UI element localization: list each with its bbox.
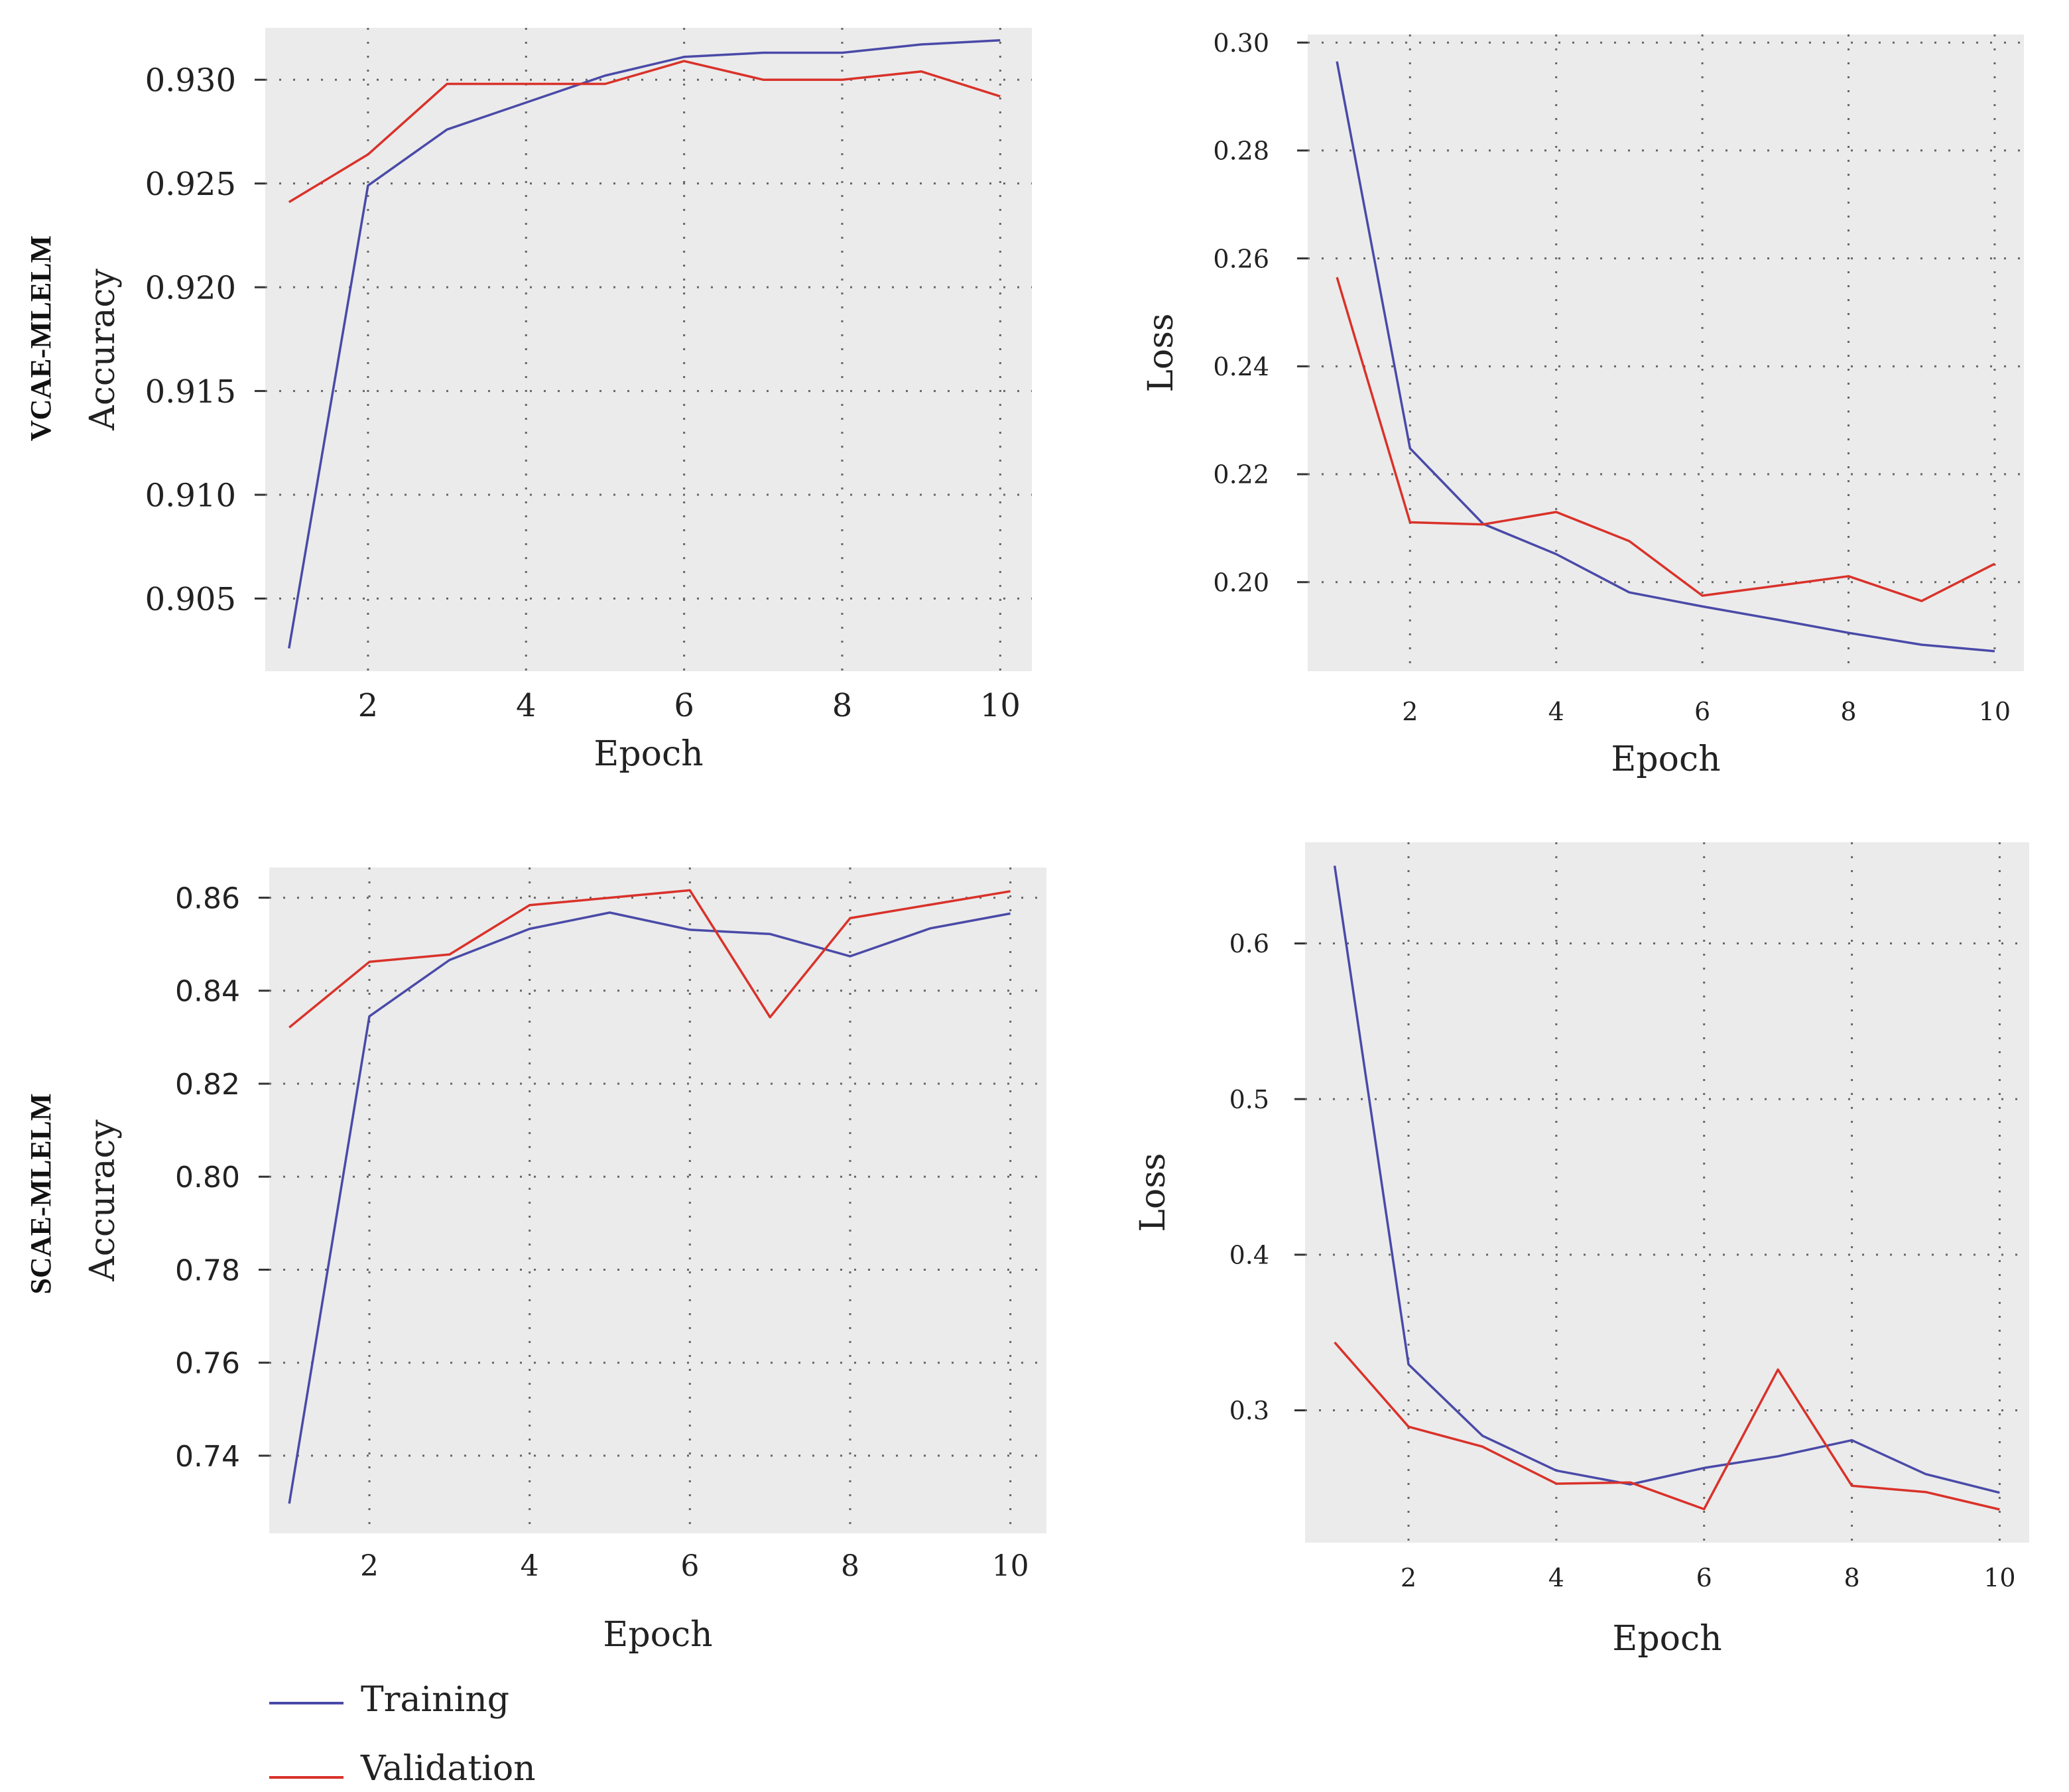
x-axis-label: Epoch <box>603 1615 712 1655</box>
y-tick-label: 0.76 <box>175 1347 240 1381</box>
series-line-training <box>1333 865 2000 1494</box>
y-tick-label: 0.915 <box>145 373 236 411</box>
row-label-scae: SCAE-MLELM <box>25 1093 57 1294</box>
x-tick-label: 4 <box>1548 697 1564 726</box>
x-tick-label: 4 <box>521 1549 539 1583</box>
chart-vcae-accuracy: 2 4 6 8 10 0.905 0.910 0.915 0.920 0.925 0.930 Epoc… <box>83 28 1032 774</box>
y-tick-label: 0.28 <box>1213 137 1269 166</box>
x-tick-label: 2 <box>1401 1563 1416 1592</box>
y-tick-label: 0.30 <box>1213 29 1269 58</box>
y-axis-label: Accuracy <box>83 269 123 431</box>
series-line-training <box>288 39 1001 649</box>
x-tick-label: 2 <box>1402 697 1418 726</box>
series-line-training <box>1336 61 1995 653</box>
plot-area <box>1305 842 2029 1543</box>
x-tick-label: 2 <box>358 687 379 724</box>
legend-validation-label: Validation <box>360 1749 536 1789</box>
y-tick-label: 0.74 <box>175 1440 240 1474</box>
y-tick-label: 0.930 <box>145 62 236 99</box>
x-tick-label: 6 <box>1696 1563 1712 1592</box>
x-tick-label: 6 <box>680 1549 699 1583</box>
y-tick-label: 0.3 <box>1229 1396 1269 1425</box>
x-tick-label: 10 <box>980 687 1021 724</box>
x-tick-label: 4 <box>1548 1563 1564 1592</box>
y-tick-label: 0.5 <box>1229 1085 1269 1114</box>
y-tick-label: 0.22 <box>1213 460 1269 489</box>
x-tick-label: 8 <box>1844 1563 1859 1592</box>
y-tick-label: 0.6 <box>1229 929 1269 958</box>
legend-training-label: Training <box>361 1680 509 1720</box>
x-tick-label: 8 <box>832 687 853 724</box>
y-axis-label: Loss <box>1133 1153 1173 1232</box>
chart-scae-accuracy: 2 4 6 8 10 0.74 0.76 0.78 0.80 0.82 0.84 0.86 Epoch A… <box>83 867 1046 1655</box>
x-tick-label: 8 <box>841 1549 859 1583</box>
y-tick-label: 0.4 <box>1229 1241 1269 1270</box>
x-tick-label: 4 <box>516 687 536 724</box>
x-tick-label: 10 <box>1979 697 2011 726</box>
y-tick-label: 0.920 <box>145 269 236 306</box>
series-line-validation <box>1336 277 1995 602</box>
x-tick-label: 10 <box>992 1549 1029 1583</box>
x-tick-label: 2 <box>360 1549 379 1583</box>
series-line-validation <box>288 60 1001 204</box>
x-tick-label: 10 <box>1983 1563 2015 1592</box>
legend: Training Validation <box>269 1680 536 1789</box>
chart-vcae-loss: 2 4 6 8 10 0.20 0.22 0.24 0.26 0.28 0.30 Epoch Loss <box>1141 29 2024 779</box>
series-line-training <box>288 911 1011 1504</box>
x-axis-label: Epoch <box>594 734 703 774</box>
series-line-validation <box>288 889 1011 1029</box>
y-tick-label: 0.910 <box>145 477 236 514</box>
y-tick-label: 0.20 <box>1213 568 1269 597</box>
y-tick-label: 0.925 <box>145 166 236 203</box>
y-tick-label: 0.84 <box>175 975 240 1009</box>
x-axis-label: Epoch <box>1611 739 1720 779</box>
x-tick-label: 6 <box>674 687 694 724</box>
x-tick-label: 6 <box>1694 697 1710 726</box>
x-axis-label: Epoch <box>1612 1619 1722 1659</box>
y-tick-label: 0.24 <box>1213 352 1269 381</box>
y-axis-label: Accuracy <box>83 1120 123 1282</box>
y-axis-label: Loss <box>1141 313 1181 392</box>
plot-area <box>1308 34 2024 671</box>
y-tick-label: 0.80 <box>175 1161 240 1194</box>
row-label-vcae: VCAE-MLELM <box>25 235 57 441</box>
plot-area <box>269 867 1046 1533</box>
y-tick-label: 0.26 <box>1213 244 1269 273</box>
chart-scae-loss: 2 4 6 8 10 0.3 0.4 0.5 0.6 Epoch Loss <box>1133 842 2029 1659</box>
series-line-validation <box>1334 1341 2000 1511</box>
y-tick-label: 0.905 <box>145 581 236 618</box>
y-tick-label: 0.86 <box>175 881 240 915</box>
x-tick-label: 8 <box>1840 697 1856 726</box>
plot-area <box>265 28 1032 671</box>
y-tick-label: 0.78 <box>175 1253 240 1287</box>
y-tick-label: 0.82 <box>175 1068 240 1102</box>
